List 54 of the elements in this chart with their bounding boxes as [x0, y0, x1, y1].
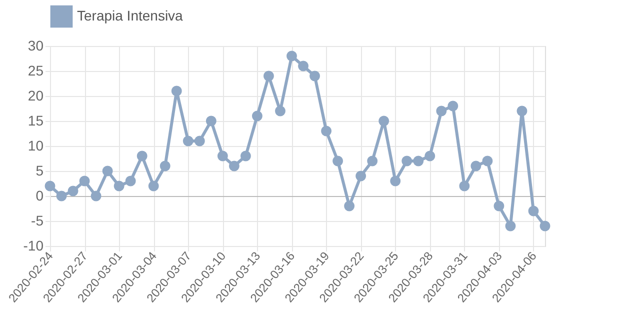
y-tick-label: 20	[28, 88, 44, 104]
point	[528, 206, 539, 216]
point	[310, 70, 320, 82]
point	[263, 70, 274, 82]
point	[44, 180, 56, 192]
y-tick-label: 5	[36, 162, 44, 178]
y-tick-label: -5	[31, 212, 44, 228]
point	[390, 176, 401, 186]
point	[298, 60, 308, 72]
legend-label: Terapia Intensiva	[77, 8, 184, 24]
point	[402, 156, 412, 166]
point	[160, 160, 170, 172]
point	[136, 150, 148, 162]
point	[378, 116, 390, 126]
point	[482, 156, 493, 166]
point	[182, 136, 194, 146]
y-tick-label: 25	[28, 62, 44, 78]
point	[125, 176, 136, 186]
point	[148, 180, 159, 192]
y-tick-label: 10	[28, 138, 44, 154]
y-tick-label: 0	[36, 188, 44, 204]
point	[90, 190, 102, 202]
point	[286, 50, 297, 62]
point	[494, 200, 504, 212]
point	[228, 160, 240, 172]
point	[171, 86, 182, 96]
point	[470, 160, 482, 172]
point	[321, 126, 332, 136]
point	[332, 156, 344, 166]
y-tick-label: 15	[28, 112, 44, 128]
point	[436, 106, 447, 116]
point	[505, 220, 516, 232]
point	[367, 156, 378, 166]
point	[424, 150, 436, 162]
point	[240, 150, 251, 162]
point	[206, 116, 216, 126]
point	[252, 110, 262, 122]
point	[194, 136, 205, 146]
point	[56, 190, 67, 202]
y-tick-label: -10	[23, 238, 44, 254]
point	[344, 200, 355, 212]
point	[217, 150, 228, 162]
point	[448, 100, 458, 112]
point	[540, 220, 550, 232]
point	[68, 186, 78, 196]
point	[356, 170, 366, 182]
point	[114, 180, 124, 192]
point	[459, 180, 470, 192]
point	[79, 176, 90, 186]
point	[413, 156, 424, 166]
y-tick-label: 30	[28, 38, 44, 54]
point	[516, 106, 528, 116]
point	[274, 106, 286, 116]
point	[102, 166, 113, 176]
